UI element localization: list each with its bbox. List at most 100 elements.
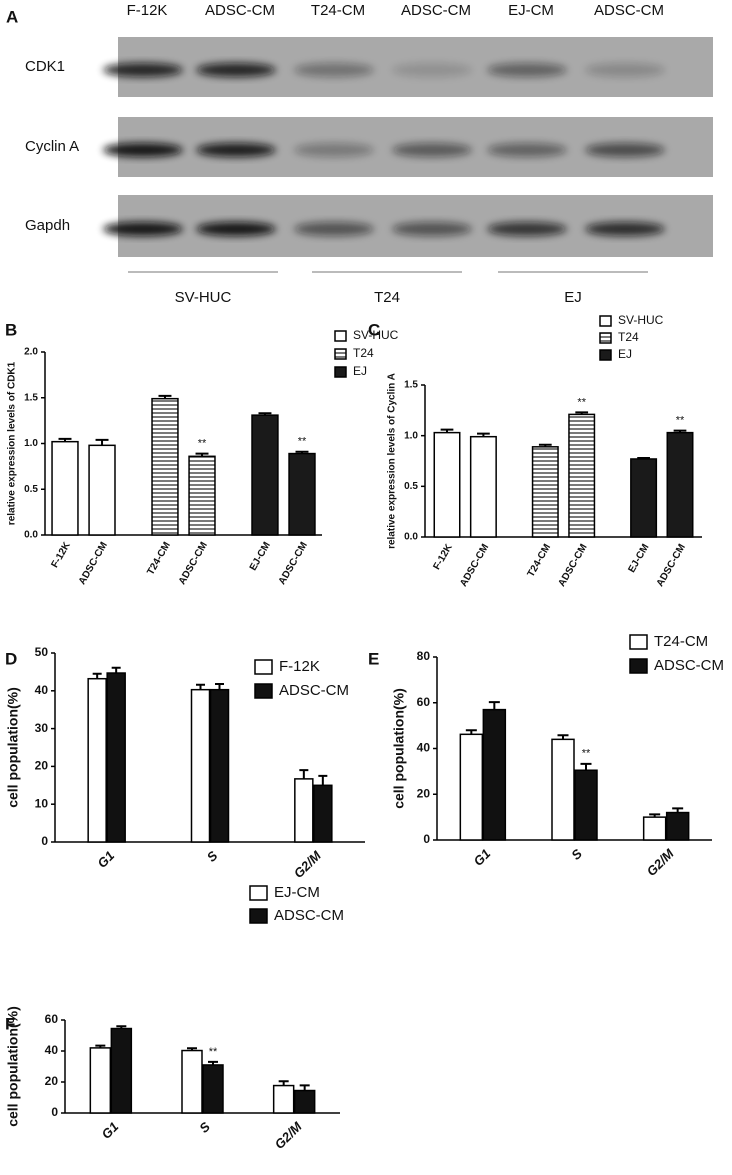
y-tick-label: 50 (35, 645, 49, 659)
y-axis-label: cell population(%) (391, 688, 407, 809)
error-bar (215, 682, 224, 690)
bar (433, 431, 461, 538)
group-label: T24 (374, 289, 400, 306)
error-bar (208, 1060, 218, 1065)
blot-band (487, 143, 567, 157)
blot-band (294, 63, 374, 77)
legend-label: T24 (618, 330, 639, 344)
error-bar (580, 762, 592, 771)
legend-swatch (599, 332, 612, 344)
error-bar (440, 428, 454, 433)
legend-swatch (334, 366, 347, 378)
blot-band (585, 222, 665, 236)
y-axis-label: relative expression levels of CDK1 (7, 361, 18, 525)
error-bar (95, 438, 109, 446)
legend-label: T24 (353, 346, 374, 360)
bar (202, 1064, 224, 1114)
y-tick-label: 1.5 (404, 380, 418, 391)
group-label: EJ (564, 289, 582, 306)
bar (482, 708, 507, 841)
y-tick-label: 80 (417, 649, 431, 663)
legend-label: ADSC-CM (279, 682, 349, 699)
error-bar (557, 734, 569, 740)
panel-letter: C (368, 320, 380, 339)
significance: ** (582, 748, 591, 760)
error-bar (187, 1047, 197, 1051)
y-tick-label: 0.0 (24, 530, 38, 541)
significance: ** (298, 436, 307, 448)
significance: ** (198, 437, 207, 449)
blot-band (103, 143, 183, 157)
column-label: EJ-CM (508, 2, 554, 19)
y-tick-label: 20 (417, 786, 431, 800)
y-tick-label: 0.5 (24, 484, 38, 495)
panel-letter: D (5, 649, 17, 668)
bar (459, 733, 484, 841)
panel-letter: B (5, 320, 17, 339)
bar (574, 769, 598, 841)
panel-letter: E (368, 649, 379, 668)
y-tick-label: 40 (45, 1043, 59, 1057)
error-bar (477, 432, 490, 437)
y-tick-label: 0.0 (404, 532, 418, 543)
y-tick-label: 40 (417, 741, 431, 755)
legend-swatch (334, 348, 347, 360)
error-bar (672, 807, 684, 813)
error-bar (318, 774, 328, 786)
y-tick-label: 2.0 (24, 347, 38, 358)
error-bar (673, 429, 687, 433)
legend-swatch (599, 349, 612, 361)
blot-band (585, 143, 665, 157)
significance: ** (577, 396, 586, 408)
group-label: SV-HUC (175, 289, 232, 306)
blot-band (294, 222, 374, 236)
blot-band (585, 63, 665, 77)
y-tick-label: 20 (45, 1074, 59, 1088)
bar (110, 1027, 133, 1114)
error-bar (116, 1025, 127, 1029)
column-label: ADSC-CM (205, 2, 275, 19)
y-tick-label: 60 (417, 695, 431, 709)
y-tick-label: 1.0 (24, 438, 38, 449)
legend-label: SV-HUC (353, 328, 399, 342)
bar (294, 778, 314, 843)
legend-label: EJ (618, 347, 632, 361)
legend-label: ADSC-CM (274, 907, 344, 924)
bar (313, 784, 333, 843)
legend-swatch (334, 330, 347, 342)
blot-band (196, 222, 276, 236)
column-label: ADSC-CM (401, 2, 471, 19)
bar (293, 1089, 316, 1114)
bar (568, 413, 596, 538)
bar (630, 458, 658, 538)
bar (469, 435, 497, 538)
bar (89, 1047, 112, 1114)
error-bar (538, 443, 552, 447)
error-bar (258, 412, 272, 416)
bar (666, 431, 694, 538)
y-tick-label: 0 (423, 832, 430, 846)
legend-swatch (629, 634, 648, 650)
legend-swatch (254, 659, 273, 675)
bar (51, 440, 79, 536)
bar (181, 1049, 203, 1114)
legend-label: SV-HUC (618, 313, 664, 327)
legend-label: T24-CM (654, 633, 708, 650)
y-tick-label: 0 (51, 1105, 58, 1119)
legend-swatch (249, 908, 268, 924)
error-bar (295, 450, 309, 454)
column-label: T24-CM (311, 2, 365, 19)
bar (251, 414, 279, 536)
panel-letter: F (5, 1014, 15, 1033)
row-label: Cyclin A (25, 138, 79, 155)
bar (106, 672, 126, 843)
y-tick-label: 1.5 (24, 392, 38, 403)
y-axis-label: relative expression levels of Cyclin A (387, 373, 398, 549)
y-tick-label: 0.5 (404, 481, 418, 492)
blot-band (487, 222, 567, 236)
bar (288, 452, 316, 536)
blot-band (487, 63, 567, 77)
column-label: F-12K (127, 2, 168, 19)
error-bar (196, 683, 205, 690)
error-bar (111, 666, 121, 674)
